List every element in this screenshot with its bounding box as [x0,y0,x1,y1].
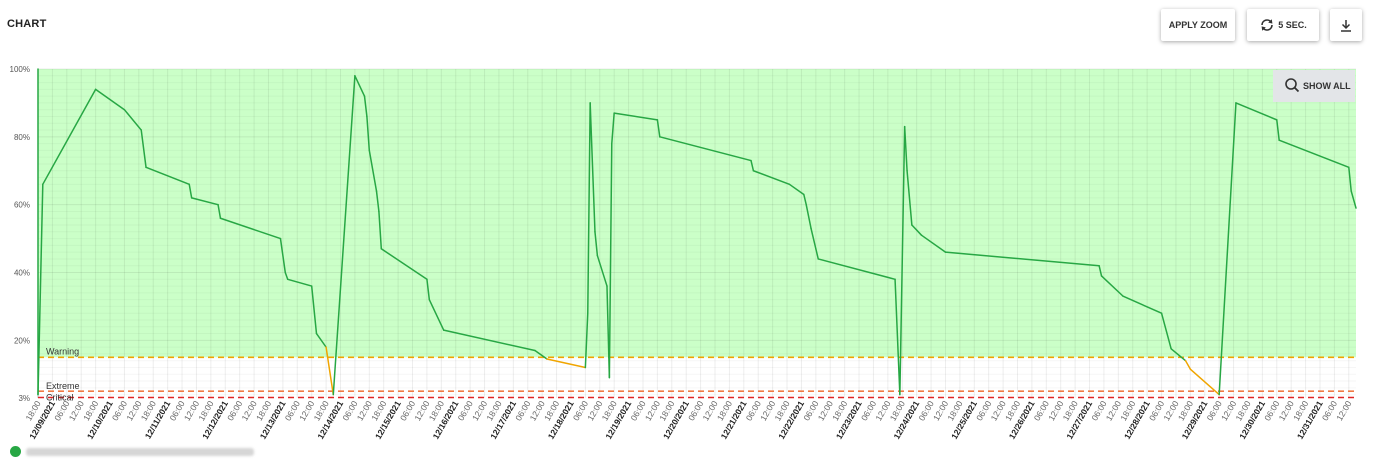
series-line-segment [594,231,599,257]
series-line-segment [894,278,901,396]
series-line-segment [1235,102,1278,121]
threshold-label-extreme: Extreme [46,381,80,391]
download-button[interactable] [1330,9,1362,41]
series-line-segment [279,237,287,274]
series-line-segment [375,190,380,213]
show-all-label: SHOW ALL [1303,81,1351,91]
series-line-segment [805,203,812,230]
series-line-segment [428,298,445,331]
series-line-segment [788,183,805,196]
series-line-segment [426,278,431,301]
series-line-segment [366,115,371,152]
series-line-segment [378,210,383,250]
ok-zone [38,69,1356,358]
series-line-segment [286,278,313,287]
series-line-segment [1184,359,1192,370]
series-line-segment [659,136,752,162]
series-line-segment [94,88,126,111]
series-line-segment [752,170,791,186]
series-line-segment [1170,348,1187,362]
x-axis: 18:0012/09/202106:0012:0018:0012/10/2021… [23,399,1353,441]
grid-lines [37,68,1356,398]
data-series [37,68,1357,396]
series-line-segment [380,248,428,281]
series-line-segment [1350,190,1357,209]
series-line-segment [1348,166,1352,192]
threshold-label-critical: Critical [46,393,74,403]
y-tick-label: 20% [14,336,30,345]
threshold-label-warning: Warning [46,346,79,356]
y-tick-label: 80% [14,133,30,142]
series-line-segment [354,75,366,97]
x-time-label: 12:00 [1334,399,1353,423]
series-line-segment [188,183,193,199]
series-line-segment [1100,275,1124,297]
series-line-segment [363,95,368,118]
refresh-interval-label: 5 SEC. [1278,20,1307,30]
series-line-segment [906,170,913,226]
y-tick-label: 3% [18,394,30,403]
series-line-segment [546,358,587,369]
series-line-segment [37,183,44,396]
series-line-segment [325,346,335,396]
series-line-segment [332,75,356,396]
legend-marker [10,446,21,457]
plot-area [38,69,1356,358]
series-line-segment [315,332,327,348]
series-line-segment [1189,368,1220,396]
threshold-lines: Warning Extreme Critical [38,346,1356,403]
apply-zoom-button[interactable]: APPLY ZOOM [1161,9,1235,41]
series-line-segment [911,224,923,236]
series-line-segment [817,258,896,281]
series-line-segment [584,312,589,369]
show-all-button[interactable]: SHOW ALL [1273,70,1355,102]
refresh-icon [1259,18,1275,32]
series-line-segment [589,102,596,233]
chart-title: CHART [7,18,47,30]
y-tick-label: 40% [14,269,30,278]
series-line-segment [140,129,147,169]
series-line-segment [1278,139,1350,169]
series-line-segment [803,193,807,206]
legend[interactable] [10,446,254,457]
download-icon [1340,19,1352,32]
series-line-segment [611,112,615,145]
series-line-segment [219,217,282,240]
series-line-segment [442,329,536,352]
series-line-segment [920,234,947,253]
series-line-segment [534,349,548,360]
series-line-segment [123,108,142,131]
series-line-segment [613,112,659,121]
series-line-segment [1098,264,1103,277]
refresh-interval-button[interactable]: 5 SEC. [1247,9,1319,41]
series-line-segment [1160,312,1172,350]
series-line-segment [587,102,591,314]
apply-zoom-label: APPLY ZOOM [1168,20,1228,30]
series-line-segment [903,125,908,172]
series-line-segment [145,166,190,186]
series-line-segment [1218,102,1237,396]
series-line-segment [1122,295,1163,314]
series-line-segment [750,159,755,172]
series-line-segment [596,254,608,287]
series-line-segment [217,203,222,219]
y-tick-label: 100% [10,65,30,74]
y-tick-label: 60% [14,201,30,210]
legend-label [26,447,254,456]
series-line-segment [1276,119,1280,141]
search-icon [1285,78,1300,93]
series-line-segment [42,88,97,186]
series-line-segment [944,251,1100,267]
line-chart[interactable]: Warning Extreme Critical 3% 20% 40% 60% 80% 100… [0,60,1375,445]
series-line-segment [368,149,378,192]
series-line-segment [656,119,661,138]
series-line-segment [284,271,289,281]
series-line-segment [190,197,219,206]
series-line-segment [899,125,906,396]
series-line-segment [810,227,817,250]
y-axis: 3% 20% 40% 60% 80% 100% [10,65,30,403]
series-line-segment [310,285,318,335]
series-line-segment [608,142,613,379]
series-line-segment [815,248,819,260]
